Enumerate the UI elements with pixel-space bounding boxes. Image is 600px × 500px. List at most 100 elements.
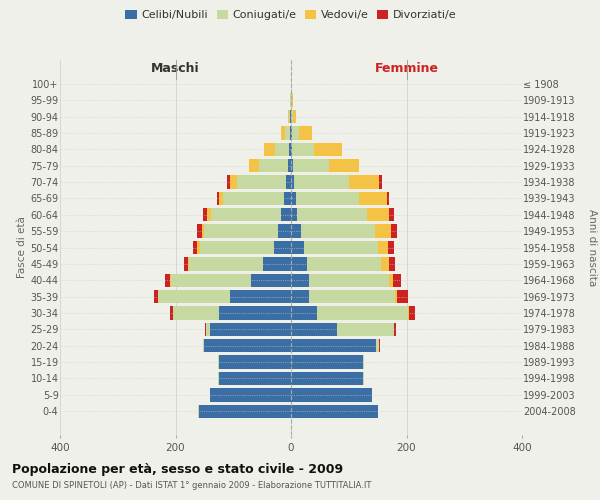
- Bar: [310, 274, 389, 287]
- Text: COMUNE DI SPINETOLI (AP) - Dati ISTAT 1° gennaio 2009 - Elaborazione TUTTITALIA.: COMUNE DI SPINETOLI (AP) - Dati ISTAT 1°…: [12, 481, 371, 490]
- Bar: [291, 208, 297, 222]
- Bar: [170, 306, 173, 320]
- Bar: [281, 208, 291, 222]
- Bar: [291, 110, 293, 123]
- Bar: [219, 372, 291, 385]
- Bar: [359, 192, 387, 205]
- Bar: [376, 224, 391, 238]
- Bar: [230, 290, 291, 304]
- Bar: [203, 208, 206, 222]
- Bar: [158, 290, 230, 304]
- Bar: [377, 241, 388, 254]
- Bar: [292, 94, 293, 107]
- Bar: [210, 322, 291, 336]
- Bar: [206, 208, 211, 222]
- Bar: [349, 176, 379, 188]
- Bar: [190, 257, 263, 270]
- Bar: [275, 142, 289, 156]
- Bar: [292, 142, 314, 156]
- Bar: [205, 224, 278, 238]
- Text: Maschi: Maschi: [151, 62, 200, 75]
- Bar: [281, 126, 285, 140]
- Bar: [205, 339, 291, 352]
- Bar: [165, 274, 170, 287]
- Bar: [184, 257, 188, 270]
- Bar: [301, 224, 376, 238]
- Bar: [171, 274, 251, 287]
- Bar: [291, 372, 363, 385]
- Bar: [293, 110, 296, 123]
- Bar: [291, 356, 363, 369]
- Bar: [297, 208, 367, 222]
- Bar: [203, 339, 205, 352]
- Bar: [287, 110, 289, 123]
- Bar: [170, 274, 171, 287]
- Bar: [291, 322, 337, 336]
- Bar: [289, 142, 291, 156]
- Bar: [291, 159, 293, 172]
- Bar: [219, 356, 291, 369]
- Bar: [284, 192, 291, 205]
- Bar: [363, 356, 364, 369]
- Bar: [387, 192, 389, 205]
- Bar: [197, 224, 202, 238]
- Bar: [388, 241, 394, 254]
- Bar: [292, 126, 299, 140]
- Bar: [278, 224, 291, 238]
- Bar: [337, 322, 394, 336]
- Bar: [237, 176, 286, 188]
- Bar: [199, 404, 291, 418]
- Bar: [206, 322, 210, 336]
- Bar: [197, 241, 200, 254]
- Bar: [291, 126, 292, 140]
- Bar: [291, 290, 310, 304]
- Bar: [291, 388, 372, 402]
- Bar: [217, 192, 219, 205]
- Bar: [379, 176, 382, 188]
- Bar: [210, 388, 291, 402]
- Bar: [291, 339, 376, 352]
- Bar: [381, 257, 389, 270]
- Bar: [173, 306, 219, 320]
- Bar: [251, 274, 291, 287]
- Bar: [393, 274, 401, 287]
- Bar: [389, 274, 393, 287]
- Bar: [291, 404, 377, 418]
- Bar: [395, 290, 397, 304]
- Bar: [285, 126, 290, 140]
- Bar: [329, 159, 359, 172]
- Bar: [227, 176, 230, 188]
- Bar: [200, 241, 274, 254]
- Bar: [314, 142, 342, 156]
- Bar: [263, 257, 291, 270]
- Bar: [304, 241, 377, 254]
- Bar: [376, 339, 379, 352]
- Bar: [408, 306, 409, 320]
- Bar: [295, 176, 349, 188]
- Bar: [219, 192, 223, 205]
- Bar: [291, 241, 304, 254]
- Bar: [286, 176, 291, 188]
- Bar: [367, 208, 389, 222]
- Bar: [293, 159, 329, 172]
- Text: Femmine: Femmine: [374, 62, 439, 75]
- Bar: [202, 224, 205, 238]
- Legend: Celibi/Nubili, Coniugati/e, Vedovi/e, Divorziati/e: Celibi/Nubili, Coniugati/e, Vedovi/e, Di…: [121, 6, 461, 25]
- Bar: [230, 176, 237, 188]
- Y-axis label: Fasce di età: Fasce di età: [17, 216, 28, 278]
- Bar: [291, 274, 310, 287]
- Y-axis label: Anni di nascita: Anni di nascita: [587, 209, 597, 286]
- Bar: [409, 306, 415, 320]
- Bar: [299, 126, 312, 140]
- Bar: [389, 257, 395, 270]
- Bar: [307, 257, 381, 270]
- Bar: [259, 159, 288, 172]
- Bar: [289, 110, 290, 123]
- Bar: [317, 306, 408, 320]
- Text: Popolazione per età, sesso e stato civile - 2009: Popolazione per età, sesso e stato civil…: [12, 462, 343, 475]
- Bar: [188, 257, 190, 270]
- Bar: [394, 322, 395, 336]
- Bar: [291, 142, 292, 156]
- Bar: [219, 306, 291, 320]
- Bar: [389, 208, 394, 222]
